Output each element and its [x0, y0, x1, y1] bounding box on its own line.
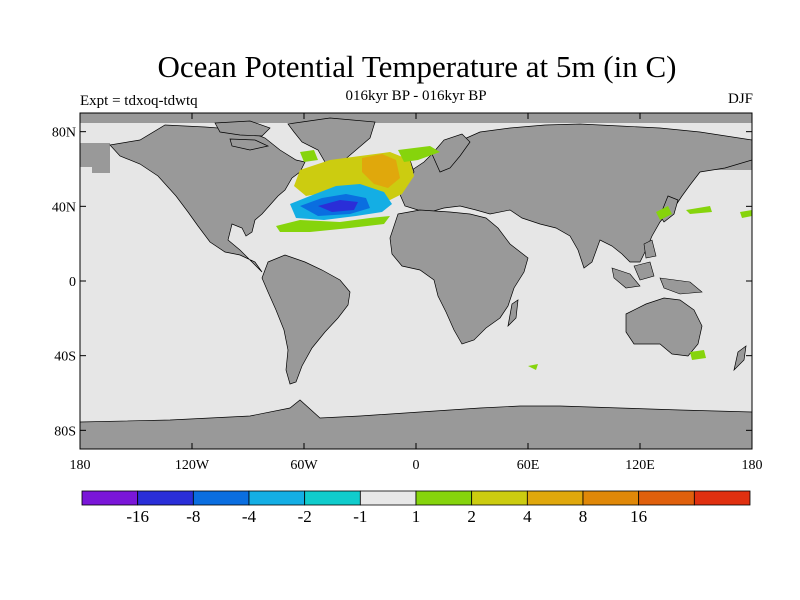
colorbar-swatch [582, 490, 640, 506]
colorbar-label: 4 [523, 507, 532, 526]
colorbar-swatch [415, 490, 473, 506]
colorbar-label: -4 [242, 507, 257, 526]
colorbar-label: 16 [630, 507, 647, 526]
north-atlantic-strong-warm [362, 154, 400, 188]
anomaly-patches [276, 146, 752, 370]
eurasia-land [397, 123, 752, 269]
colorbar-swatch [137, 490, 194, 506]
y-tick-label: 80S [54, 424, 76, 439]
colorbar-swatch [248, 490, 306, 506]
x-tick-label: 60W [290, 458, 318, 473]
colorbar-swatch [304, 490, 361, 506]
gulf-stream-cold-center [318, 200, 358, 212]
x-tick-label: 0 [413, 458, 420, 473]
antarctica-land [80, 399, 752, 449]
madagascar-land [507, 299, 519, 328]
colorbar-swatch [81, 490, 139, 506]
south-america-land [261, 254, 351, 385]
australia-land [625, 297, 703, 357]
north-america-land [109, 124, 306, 273]
colorbar-swatch [192, 490, 250, 506]
north-atlantic-green-fringe [300, 146, 440, 162]
map-subtitle: 016kyr BP - 016kyr BP [345, 88, 487, 104]
x-tick-label: 60E [517, 458, 540, 473]
colorbar: -16 -8 -4 -2 -1 1 2 4 8 16 [81, 490, 751, 526]
experiment-label: Expt = tdxoq-tdwtq [80, 93, 198, 109]
subtropical-warm-fringe [276, 216, 390, 232]
colorbar-swatch [526, 490, 584, 506]
colorbar-swatch [471, 490, 528, 506]
colorbar-label: -2 [298, 507, 312, 526]
map-title: Ocean Potential Temperature at 5m (in C) [157, 49, 677, 84]
colorbar-label: 8 [579, 507, 588, 526]
x-tick-label: 180 [70, 458, 91, 473]
colorbar-swatch [638, 490, 695, 506]
season-label: DJF [727, 91, 753, 107]
africa-land [389, 209, 529, 345]
y-tick-label: 40N [52, 200, 76, 215]
maritime-continent-land [611, 239, 703, 295]
colorbar-label: -8 [186, 507, 200, 526]
colorbar-label: 2 [467, 507, 476, 526]
x-tick-label: 180 [742, 458, 763, 473]
new-zealand-land [733, 345, 747, 372]
y-tick-label: 40S [54, 350, 76, 365]
colorbar-swatch [359, 490, 417, 506]
x-tick-label: 120E [625, 458, 655, 473]
colorbar-label: -1 [353, 507, 367, 526]
japan-warm-patch [656, 206, 752, 220]
y-tick-label: 0 [69, 275, 76, 290]
x-tick-label: 120W [175, 458, 210, 473]
colorbar-label: 1 [412, 507, 421, 526]
colorbar-label: -16 [126, 507, 149, 526]
map-axes: 80N 40N 0 40S 80S 180 120W 60W 0 60E 120E 180 [52, 113, 763, 473]
y-tick-label: 80N [52, 126, 76, 141]
canadian-archipelago [214, 120, 271, 151]
colorbar-swatch [693, 490, 751, 506]
scandinavia-land [431, 133, 471, 173]
